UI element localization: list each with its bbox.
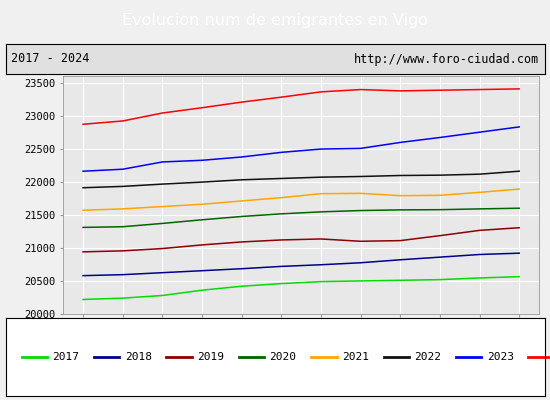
- Text: http://www.foro-ciudad.com: http://www.foro-ciudad.com: [354, 52, 539, 66]
- Text: 2023: 2023: [487, 352, 514, 362]
- Text: 2019: 2019: [197, 352, 224, 362]
- Text: 2018: 2018: [125, 352, 152, 362]
- Text: 2020: 2020: [270, 352, 296, 362]
- Text: 2022: 2022: [414, 352, 441, 362]
- Text: 2017: 2017: [52, 352, 79, 362]
- Text: Evolucion num de emigrantes en Vigo: Evolucion num de emigrantes en Vigo: [122, 14, 428, 28]
- Text: 2017 - 2024: 2017 - 2024: [11, 52, 89, 66]
- Text: 2021: 2021: [342, 352, 369, 362]
